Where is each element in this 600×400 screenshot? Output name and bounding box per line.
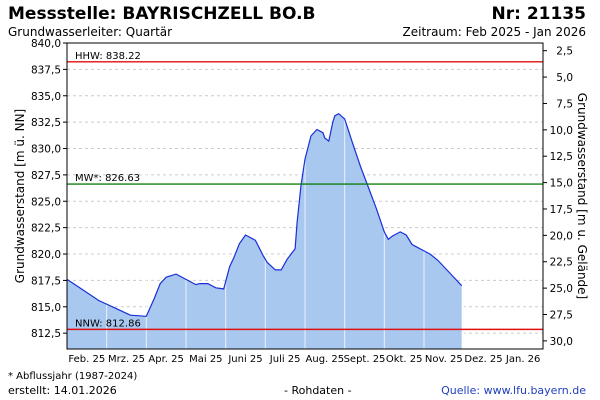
y-tick-label-left: 827,5 [31, 170, 61, 182]
y-tick-label-left: 822,5 [31, 223, 61, 235]
footnote: * Abflussjahr (1987-2024) [8, 371, 138, 382]
y-tick-label-right: 30,0 [550, 336, 573, 348]
x-tick-label: Mai 25 [189, 354, 222, 365]
raw-data-note: - Rohdaten - [284, 384, 352, 397]
y-tick-label-left: 817,5 [31, 275, 61, 287]
y-tick-label-left: 835,0 [31, 91, 61, 103]
nnw-label: NNW: 812.86 [75, 318, 141, 329]
x-tick-label: Jan. 26 [505, 354, 541, 365]
y-tick-label-left: 825,0 [31, 196, 61, 208]
y-tick-label-right: 12,5 [550, 151, 573, 163]
y-tick-label-left: 837,5 [31, 64, 61, 76]
x-tick-label: Sept. 25 [344, 354, 386, 365]
x-tick-label: Feb. 25 [68, 354, 105, 365]
plot-frame [66, 42, 544, 350]
y-tick-label-right: 22,5 [550, 257, 573, 269]
x-tick-label: Nov. 25 [425, 354, 463, 365]
y-tick-label-right: 25,0 [550, 283, 573, 295]
y-axis-label-left: Grundwasserstand [m ü. NN] [13, 109, 27, 283]
y-tick-label-right: 10,0 [550, 125, 573, 137]
period-label: Zeitraum: Feb 2025 - Jan 2026 [402, 25, 587, 39]
water-level-area [67, 113, 462, 349]
aquifer-label: Grundwasserleiter: Quartär [8, 25, 173, 39]
y-tick-label-right: 2,5 [556, 46, 573, 58]
y-tick-label-right: 15,0 [550, 178, 573, 190]
x-tick-label: Okt. 25 [386, 354, 423, 365]
water-level-line [66, 112, 463, 317]
y-tick-label-right: 17,5 [550, 204, 573, 216]
source-link[interactable]: Quelle: www.lfu.bayern.de [441, 384, 586, 397]
x-tick-label: Apr. 25 [148, 354, 183, 365]
axes: 812,5 815,0 817,5 820,0 822,5 825,0 827,5 830,0… [31, 38, 573, 365]
vertical-grid-lines [106, 43, 504, 349]
y-tick-label-left: 815,0 [31, 302, 61, 314]
reference-lines: HHW: 838.22 MW*: 826.63 NNW: 812.86 [67, 51, 543, 331]
y-tick-label-right: 20,0 [550, 230, 573, 242]
y-tick-label-right: 5,0 [556, 72, 573, 84]
y-tick-label-right: 7,5 [556, 98, 573, 110]
station-number: Nr: 21135 [491, 4, 586, 24]
y-tick-label-right: 27,5 [550, 309, 573, 321]
x-tick-label: Juli 25 [269, 354, 301, 365]
y-tick-label-left: 820,0 [31, 249, 61, 261]
x-tick-label: Juni 25 [227, 354, 262, 365]
x-tick-label: Mrz. 25 [108, 354, 145, 365]
y-tick-label-left: 812,5 [31, 328, 61, 340]
x-tick-label: Dez. 25 [464, 354, 502, 365]
station-title: Messstelle: BAYRISCHZELL BO.B [8, 4, 316, 24]
mw-label: MW*: 826.63 [75, 173, 140, 184]
y-tick-label-left: 832,5 [31, 117, 61, 129]
created-date: erstellt: 14.01.2026 [8, 384, 117, 397]
y-axis-label-right: Grundwasserstand [m u. Gelände] [575, 93, 589, 299]
y-tick-label-left: 840,0 [31, 38, 61, 50]
hhw-label: HHW: 838.22 [75, 51, 141, 62]
x-tick-label: Aug. 25 [306, 354, 345, 365]
y-tick-label-left: 830,0 [31, 144, 61, 156]
